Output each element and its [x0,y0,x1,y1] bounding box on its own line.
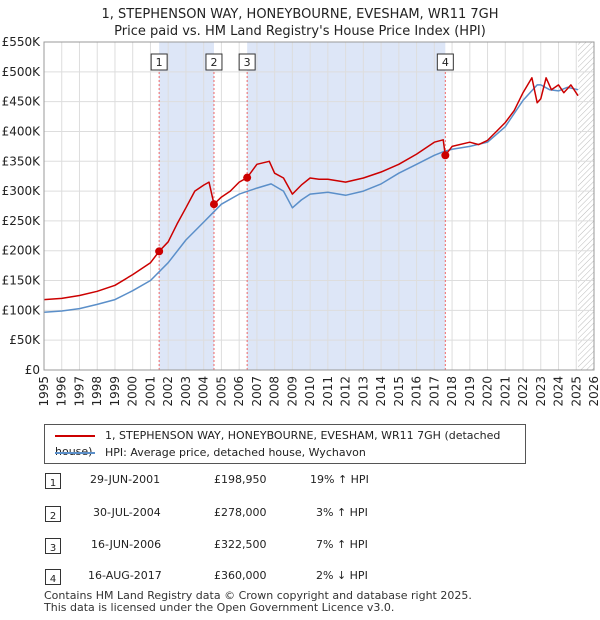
legend-label-property: 1, STEPHENSON WAY, HONEYBOURNE, EVESHAM,… [55,429,501,458]
sale-marker-box [436,53,454,71]
sale-point [155,247,164,256]
sale-row: 1 29-JUN-2001 £198,950 19% ↑ HPI [44,470,374,490]
x-tick-label: 2002 [161,376,175,407]
x-tick-label: 2016 [410,376,424,407]
x-tick-label: 2004 [197,376,211,407]
sale-number-badge: 4 [45,569,61,585]
sale-date: 29-JUN-2001 [90,473,161,486]
plot-border [43,41,595,371]
sale-number-badge: 3 [45,538,61,554]
x-tick-label: 2000 [126,376,140,407]
sale-point [243,173,252,182]
y-tick-label: £50K [9,333,41,347]
x-tick-label: 2022 [516,376,530,407]
sale-row: 2 30-JUL-2004 £278,000 3% ↑ HPI [44,503,374,523]
x-tick-label: 2017 [427,376,441,407]
x-tick-label: 2011 [321,376,335,407]
sale-price: £278,000 [214,506,267,519]
chart-title: 1, STEPHENSON WAY, HONEYBOURNE, EVESHAM,… [101,7,499,22]
sale-hpi-diff: 19% ↑ HPI [310,473,369,486]
sale-number-badge: 1 [45,473,61,489]
x-tick-label: 2006 [232,376,246,407]
sale-marker-label: 3 [244,56,251,69]
sale-marker-box [150,53,168,71]
x-tick-label: 2010 [303,376,317,407]
y-tick-label: £250K [2,214,42,228]
x-tick-label: 2007 [250,376,264,407]
x-tick-label: 2005 [214,376,228,407]
sale-hpi-diff: 2% ↓ HPI [316,569,368,582]
y-tick-label: £150K [2,274,42,288]
x-tick-label: 2001 [143,376,157,407]
x-tick-label: 2013 [356,376,370,407]
legend-label-hpi: HPI: Average price, detached house, Wych… [105,446,366,459]
chart-subtitle: Price paid vs. HM Land Registry's House … [114,24,486,39]
legend-item-hpi: HPI: Average price, detached house, Wych… [55,445,366,461]
x-tick-label: 1999 [108,376,122,407]
x-tick-label: 2023 [534,376,548,407]
y-tick-label: £300K [2,184,42,198]
x-tick-label: 1998 [90,376,104,407]
sale-date: 16-AUG-2017 [88,569,162,582]
y-tick-label: £550K [2,35,42,49]
sale-row: 4 16-AUG-2017 £360,000 2% ↓ HPI [44,566,374,586]
y-tick-label: £400K [2,124,42,138]
y-tick-label: £350K [2,154,42,168]
x-tick-label: 2026 [587,376,600,407]
sale-price: £322,500 [214,538,267,551]
y-tick-label: £0 [25,363,40,377]
hpi-line [43,84,579,313]
x-tick-label: 2019 [463,376,477,407]
sale-marker-box [205,53,223,71]
sale-marker-label: 4 [442,56,449,69]
x-tick-label: 2008 [268,376,282,407]
x-tick-label: 2012 [339,376,353,407]
x-tick-label: 2015 [392,376,406,407]
sale-row: 3 16-JUN-2006 £322,500 7% ↑ HPI [44,535,374,555]
x-tick-label: 2003 [179,376,193,407]
legend-swatch-hpi [55,452,95,454]
sale-date: 30-JUL-2004 [93,506,161,519]
sale-hpi-diff: 3% ↑ HPI [316,506,368,519]
sale-point [209,200,218,209]
x-tick-label: 1996 [55,376,69,407]
sale-date: 16-JUN-2006 [91,538,162,551]
chart-legend: 1, STEPHENSON WAY, HONEYBOURNE, EVESHAM,… [44,424,526,464]
x-tick-label: 2020 [481,376,495,407]
sale-hpi-diff: 7% ↑ HPI [316,538,368,551]
x-tick-label: 2018 [445,376,459,407]
sale-marker-label: 1 [156,56,163,69]
sale-point [441,151,450,160]
y-tick-label: £500K [2,65,42,79]
sale-number-badge: 2 [45,506,61,522]
price-chart: £0 £50K £100K £150K £200K £250K £300K £350K £400… [2,35,600,407]
forecast-hatch-region [578,42,594,370]
y-tick-label: £100K [2,303,42,317]
footer-licence: This data is licensed under the Open Gov… [44,601,395,614]
y-tick-label: £200K [2,244,42,258]
sale-marker-label: 2 [210,56,217,69]
shaded-period [247,42,446,370]
x-tick-label: 2021 [498,376,512,407]
y-tick-label: £450K [2,95,42,109]
x-tick-label: 2024 [552,376,566,407]
sale-price: £360,000 [214,569,267,582]
x-tick-label: 2025 [569,376,583,407]
x-tick-label: 2014 [374,376,388,407]
x-tick-label: 2009 [285,376,299,407]
footer-attribution: Contains HM Land Registry data © Crown c… [44,590,472,614]
chart-title-block: 1, STEPHENSON WAY, HONEYBOURNE, EVESHAM,… [0,6,600,40]
sale-marker-box [238,53,256,71]
sale-price: £198,950 [214,473,267,486]
footer-copyright: Contains HM Land Registry data © Crown c… [44,589,472,602]
legend-item-property: 1, STEPHENSON WAY, HONEYBOURNE, EVESHAM,… [55,428,525,458]
x-tick-label: 1995 [37,376,51,407]
legend-swatch-property [55,435,95,437]
property-price-line [43,77,579,301]
x-tick-label: 1997 [72,376,86,407]
